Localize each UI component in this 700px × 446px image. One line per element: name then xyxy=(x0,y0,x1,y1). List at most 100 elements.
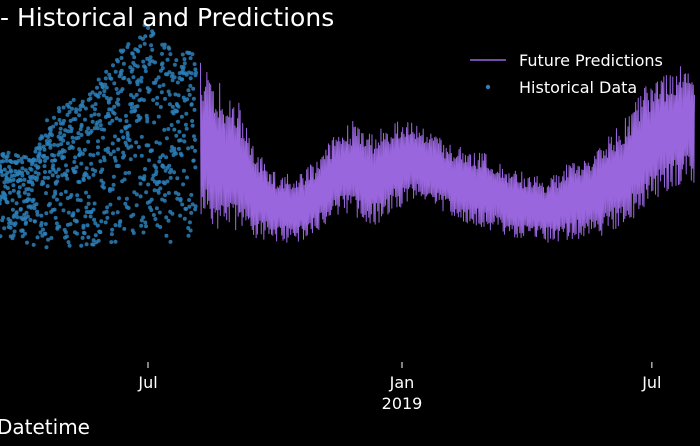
historical-point xyxy=(152,120,157,125)
historical-point xyxy=(62,118,66,123)
x-tick-label: Jul xyxy=(137,373,157,392)
historical-point xyxy=(66,129,70,134)
historical-point xyxy=(178,138,183,143)
historical-point xyxy=(154,206,159,211)
historical-point xyxy=(193,148,197,153)
historical-point xyxy=(109,232,114,237)
historical-point xyxy=(86,139,91,144)
historical-point xyxy=(106,146,110,151)
historical-point xyxy=(116,147,121,152)
historical-point xyxy=(75,231,79,236)
historical-point xyxy=(172,62,177,67)
historical-point xyxy=(157,84,162,89)
historical-point xyxy=(170,78,175,83)
historical-point xyxy=(47,169,52,174)
historical-point xyxy=(163,193,167,198)
historical-point xyxy=(104,69,109,74)
historical-point xyxy=(8,225,13,230)
historical-point xyxy=(104,95,109,100)
historical-point xyxy=(18,207,23,212)
historical-point xyxy=(154,140,159,145)
historical-point xyxy=(41,181,46,186)
historical-point xyxy=(56,167,61,172)
historical-point xyxy=(63,230,68,235)
historical-point xyxy=(10,207,15,212)
historical-point xyxy=(135,104,140,109)
historical-point xyxy=(73,117,78,122)
historical-point xyxy=(8,190,12,195)
historical-point xyxy=(190,145,195,150)
historical-point xyxy=(39,221,44,225)
historical-point xyxy=(123,201,128,206)
historical-point xyxy=(35,209,40,214)
historical-point xyxy=(101,85,105,90)
historical-point xyxy=(74,219,79,224)
historical-point xyxy=(45,155,50,160)
historical-point xyxy=(186,233,191,238)
historical-point xyxy=(79,161,84,166)
historical-point xyxy=(64,173,69,178)
historical-point xyxy=(185,97,190,102)
historical-point xyxy=(90,119,95,124)
historical-point xyxy=(147,62,152,67)
historical-point xyxy=(65,168,70,173)
historical-point xyxy=(43,222,48,226)
historical-point xyxy=(25,171,30,175)
historical-point xyxy=(130,101,135,106)
historical-point xyxy=(56,106,61,111)
historical-point xyxy=(113,239,118,244)
historical-point xyxy=(125,130,130,135)
historical-point xyxy=(121,48,126,53)
historical-point xyxy=(139,218,144,223)
historical-point xyxy=(76,135,81,140)
historical-point xyxy=(50,173,55,178)
historical-point xyxy=(121,135,126,140)
historical-point xyxy=(102,127,107,132)
historical-point xyxy=(119,56,124,60)
historical-point xyxy=(114,116,119,121)
historical-point xyxy=(115,210,120,215)
historical-point xyxy=(178,198,183,203)
historical-point xyxy=(146,182,151,187)
historical-point xyxy=(149,208,154,212)
historical-point xyxy=(127,123,132,128)
historical-point xyxy=(70,145,75,150)
historical-point xyxy=(131,212,136,217)
historical-point xyxy=(0,234,3,239)
historical-point xyxy=(127,138,132,143)
historical-point xyxy=(144,190,149,195)
historical-point xyxy=(42,153,47,158)
historical-point xyxy=(112,104,117,109)
historical-point xyxy=(26,187,31,191)
historical-point xyxy=(186,226,191,230)
historical-point xyxy=(93,221,98,226)
historical-point xyxy=(65,112,70,117)
historical-point xyxy=(139,79,144,84)
historical-point xyxy=(90,90,95,95)
historical-point xyxy=(20,173,25,178)
historical-point xyxy=(89,161,94,166)
historical-point xyxy=(119,129,124,134)
historical-point xyxy=(104,209,109,214)
historical-point xyxy=(160,51,164,56)
historical-point xyxy=(136,145,141,149)
historical-point xyxy=(149,197,154,202)
historical-point xyxy=(96,94,101,99)
historical-point xyxy=(86,126,91,131)
historical-point xyxy=(143,220,148,225)
historical-point xyxy=(131,231,136,235)
legend-label-future-predictions: Future Predictions xyxy=(519,51,663,70)
historical-point xyxy=(55,197,59,202)
historical-point xyxy=(18,178,23,183)
historical-point xyxy=(161,165,166,169)
historical-point xyxy=(2,167,7,172)
historical-point xyxy=(44,245,49,250)
historical-point xyxy=(43,170,47,174)
historical-point xyxy=(188,76,193,81)
historical-point xyxy=(113,158,118,163)
historical-point xyxy=(119,68,124,73)
historical-point xyxy=(22,177,27,182)
historical-point xyxy=(145,116,150,121)
historical-point xyxy=(73,155,78,160)
